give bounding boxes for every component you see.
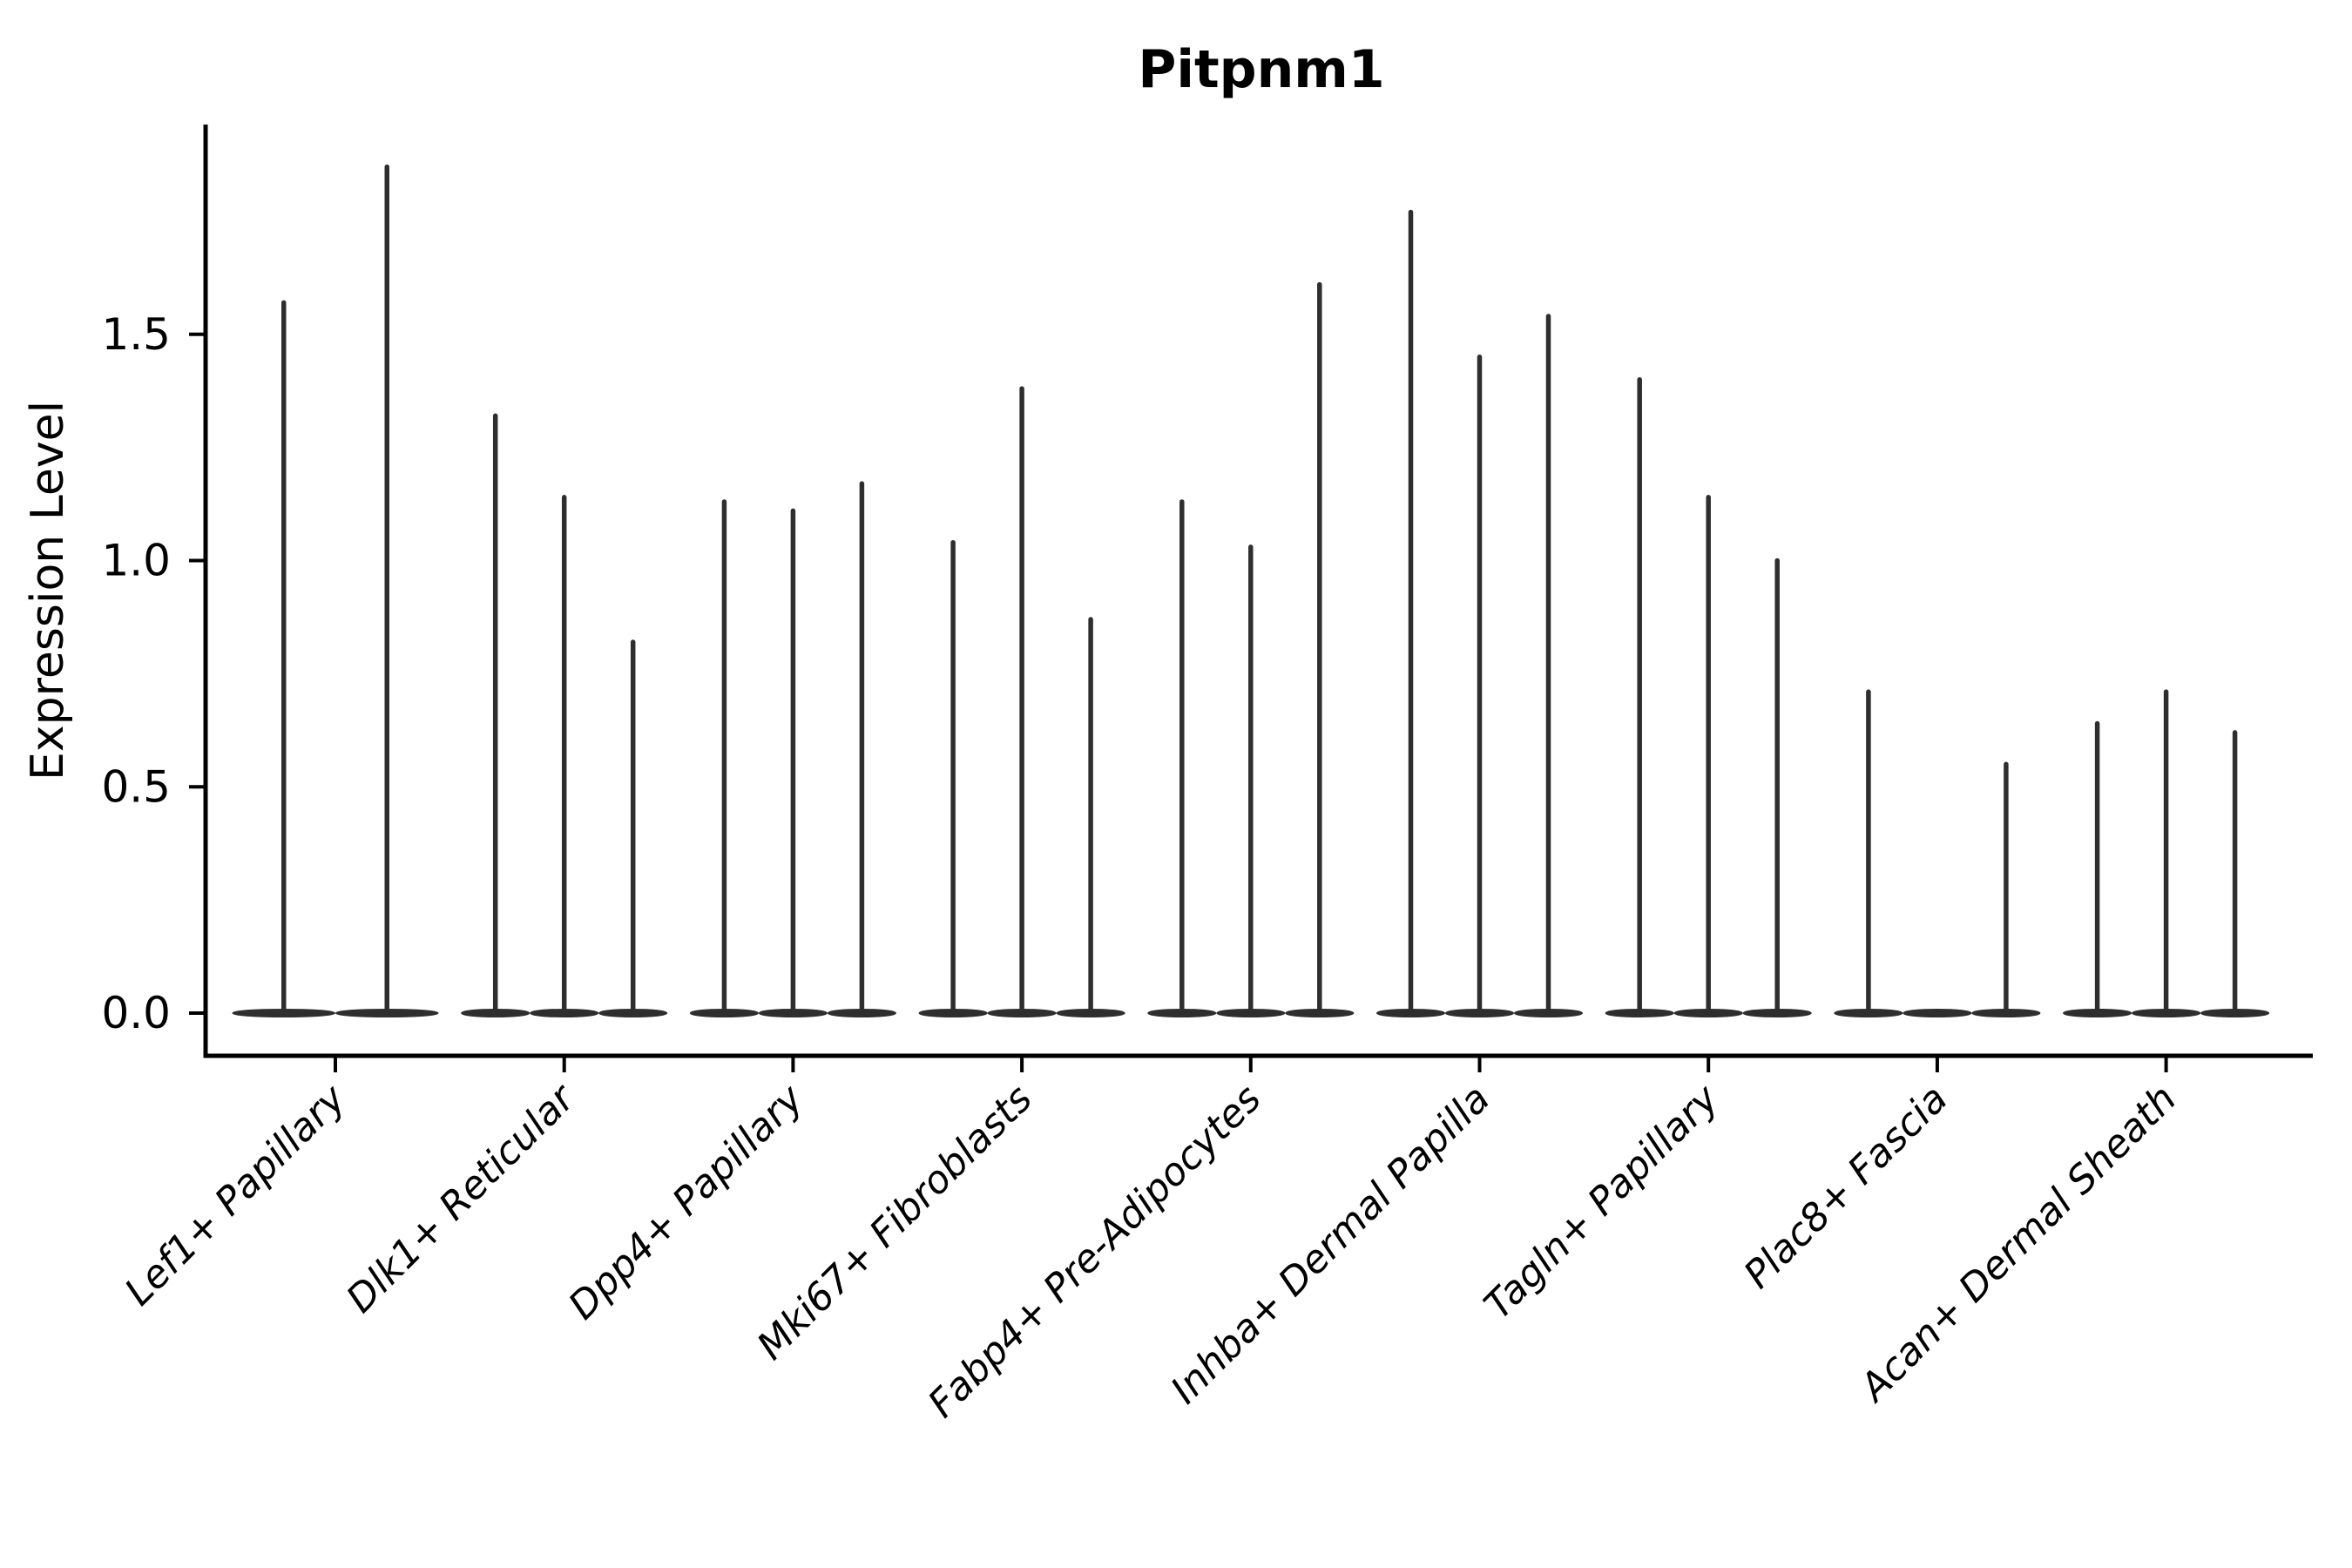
y-tick-label: 1.5 <box>101 309 171 360</box>
violin-group <box>1834 689 2041 1017</box>
violin-group <box>461 413 668 1017</box>
violin-group <box>1147 281 1355 1017</box>
violin-group <box>1376 209 1583 1017</box>
y-tick-label: 0.0 <box>101 988 171 1038</box>
x-tick-label: Dlk1+ Reticular <box>338 1075 585 1321</box>
y-axis-label: Expression Level <box>22 401 74 781</box>
violin-group <box>689 481 896 1017</box>
x-tick-label: Plac8+ Fascia <box>1735 1077 1956 1297</box>
violin-group <box>232 164 439 1017</box>
violin-group <box>918 386 1125 1017</box>
violin-base <box>1903 1009 1972 1017</box>
x-tick-label: Dpp4+ Papillary <box>560 1076 813 1328</box>
violin-group <box>2063 689 2270 1017</box>
chart-title: Pitpnm1 <box>1138 39 1384 100</box>
x-tick-label: Lef1+ Papillary <box>117 1076 355 1315</box>
y-tick-label: 0.5 <box>101 761 171 812</box>
violin-group <box>1605 376 1812 1017</box>
x-tick-label: Tagln+ Papillary <box>1476 1076 1727 1328</box>
y-tick-label: 1.0 <box>101 536 171 586</box>
violin-layer <box>232 164 2270 1017</box>
